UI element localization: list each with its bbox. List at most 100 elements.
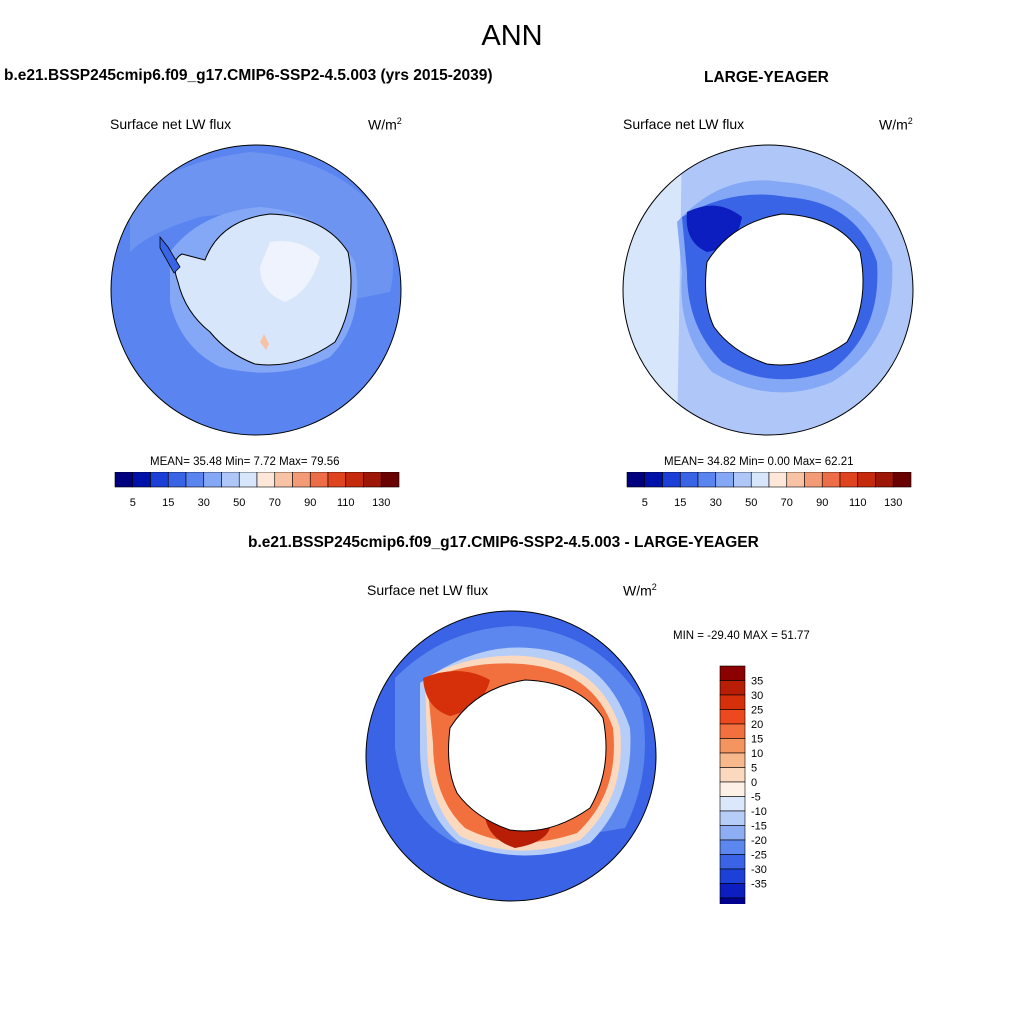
- diff-colorbar: 35 30 25 20 15 10 5 0 -5 -10 -15 -20 -25 -30 -35: [719, 665, 767, 904]
- panel-2-colorbar-swatch: [875, 472, 894, 488]
- diff-colorbar-swatch: [719, 752, 746, 768]
- panel-2-colorbar-tick-label: 50: [745, 497, 757, 509]
- panel-2-colorbar-tick-label: 15: [674, 497, 686, 509]
- panel-2-colorbar-tick-label: 5: [642, 497, 648, 509]
- diff-colorbar-swatch: [719, 665, 746, 681]
- panel-2-colorbar: 5 15 30 50 70 90 110 130: [626, 472, 912, 509]
- diff-colorbar-tick-label: 10: [751, 748, 763, 760]
- diff-variable-label: Surface net LW flux: [367, 582, 489, 598]
- panel-1-colorbar-swatch: [327, 472, 347, 488]
- panel-2-colorbar-swatch: [839, 472, 859, 488]
- panel-2-colorbar-swatch: [644, 472, 663, 488]
- panel-2-map-border: [622, 144, 914, 436]
- panel-2-colorbar-swatch: [804, 472, 823, 488]
- panel-1-colorbar-swatch: [132, 472, 151, 488]
- panel-2-colorbar-tick-label: 110: [849, 497, 867, 509]
- diff-colorbar-swatch: [719, 854, 746, 870]
- diff-colorbar-tick-label: 25: [751, 705, 763, 717]
- diff-colorbar-swatch: [719, 825, 746, 841]
- diff-colorbar-tick-label: -15: [751, 821, 767, 833]
- diff-panel-title: b.e21.BSSP245cmip6.f09_g17.CMIP6-SSP2-4.…: [248, 534, 759, 551]
- diff-colorbar-tick-label: -35: [751, 879, 767, 891]
- panel-1-colorbar: 5 15 30 50 70 90 110 130: [114, 472, 400, 509]
- diff-colorbar-swatch: [719, 738, 746, 754]
- panel-1-map-border: [110, 144, 402, 436]
- diff-colorbar-tick-label: -10: [751, 806, 767, 818]
- panel-1-colorbar-swatch: [274, 472, 293, 488]
- diff-colorbar-swatch: [719, 680, 746, 696]
- panel-2-colorbar-swatch: [697, 472, 717, 488]
- diff-colorbar-swatch: [719, 810, 746, 826]
- panel-1-colorbar-tick-label: 30: [198, 497, 210, 509]
- panel-2-colorbar-swatch: [857, 472, 876, 488]
- panel-2-title: LARGE-YEAGER: [704, 69, 829, 86]
- panel-1-stats: MEAN= 35.48 Min= 7.72 Max= 79.56: [150, 456, 340, 468]
- diff-colorbar-tick-label: -30: [751, 864, 767, 876]
- panel-1-colorbar-swatch: [150, 472, 169, 488]
- main-title: ANN: [481, 20, 543, 52]
- diff-colorbar-tick-label: 20: [751, 719, 763, 731]
- diff-map: [365, 610, 657, 902]
- panel-2-map: [622, 144, 914, 436]
- diff-colorbar-swatch: [719, 796, 746, 812]
- panel-1-colorbar-tick-label: 15: [162, 497, 174, 509]
- panel-2-colorbar-tick-label: 130: [884, 497, 902, 509]
- panel-2-colorbar-swatch: [733, 472, 752, 488]
- panel-1-units-label: W/m2: [368, 116, 402, 133]
- diff-stats: MIN = -29.40 MAX = 51.77: [673, 630, 810, 642]
- diff-antarctica: [448, 679, 607, 832]
- panel-1-colorbar-tick-label: 90: [304, 497, 316, 509]
- panel-2-units-label: W/m2: [879, 116, 913, 133]
- panel-2-variable-label: Surface net LW flux: [623, 116, 745, 132]
- panel-1-plateau: [260, 241, 320, 302]
- panel-1-colorbar-tick-label: 130: [372, 497, 390, 509]
- panel-1-peninsula: [159, 235, 181, 274]
- panel-2-colorbar-swatch: [626, 472, 646, 488]
- panel-1-colorbar-swatch: [309, 472, 329, 488]
- panel-1-colorbar-tick-label: 70: [269, 497, 281, 509]
- diff-colorbar-swatch: [719, 839, 746, 855]
- panel-1-colorbar-swatch: [203, 472, 222, 488]
- panel-1-map: [110, 144, 402, 436]
- diff-colorbar-swatch: [719, 883, 746, 899]
- panel-1-title: b.e21.BSSP245cmip6.f09_g17.CMIP6-SSP2-4.…: [4, 67, 493, 84]
- diff-colorbar-swatch: [719, 709, 746, 725]
- diff-colorbar-tick-label: -25: [751, 850, 767, 862]
- diff-colorbar-swatch: [719, 868, 746, 884]
- panel-1-colorbar-tick-label: 50: [233, 497, 245, 509]
- diff-units-label: W/m2: [623, 582, 657, 599]
- panel-1-colorbar-swatch: [238, 472, 258, 488]
- diff-map-border: [365, 610, 657, 902]
- panel-1-colorbar-swatch: [380, 472, 400, 488]
- diff-colorbar-swatch: [719, 723, 746, 739]
- panel-2-pale-sector: [623, 145, 682, 435]
- diff-colorbar-tick-label: -20: [751, 835, 767, 847]
- diff-colorbar-tick-label: -5: [751, 792, 761, 804]
- panel-2-colorbar-swatch: [679, 472, 699, 488]
- diff-colorbar-swatch: [719, 781, 746, 797]
- diff-colorbar-tick-label: 35: [751, 676, 763, 688]
- panel-1-colorbar-swatch: [345, 472, 364, 488]
- panel-1-colorbar-swatch: [292, 472, 311, 488]
- panel-2-colorbar-tick-label: 70: [781, 497, 793, 509]
- panel-2-colorbar-swatch: [892, 472, 912, 488]
- diff-colorbar-swatch: [719, 767, 746, 783]
- diff-colorbar-tick-label: 0: [751, 777, 757, 789]
- panel-2-stats: MEAN= 34.82 Min= 0.00 Max= 62.21: [664, 456, 854, 468]
- panel-1-colorbar-swatch: [114, 472, 134, 488]
- diff-colorbar-swatch: [719, 694, 746, 710]
- panel-2-colorbar-swatch: [662, 472, 681, 488]
- panel-2-colorbar-swatch: [821, 472, 841, 488]
- panel-2-colorbar-swatch: [786, 472, 805, 488]
- panel-2-colorbar-swatch: [715, 472, 734, 488]
- panel-1-colorbar-swatch: [185, 472, 205, 488]
- diff-colorbar-tick-label: 15: [751, 734, 763, 746]
- diff-colorbar-tick-label: 5: [751, 763, 757, 775]
- panel-1-colorbar-swatch: [221, 472, 240, 488]
- diff-colorbar-tick-label: 30: [751, 690, 763, 702]
- diff-colorbar-swatch: [719, 897, 746, 904]
- panel-1-colorbar-swatch: [363, 472, 382, 488]
- panel-1-colorbar-tick-label: 5: [130, 497, 136, 509]
- panel-1-warm-spot: [260, 334, 269, 350]
- panel-2-colorbar-tick-label: 90: [816, 497, 828, 509]
